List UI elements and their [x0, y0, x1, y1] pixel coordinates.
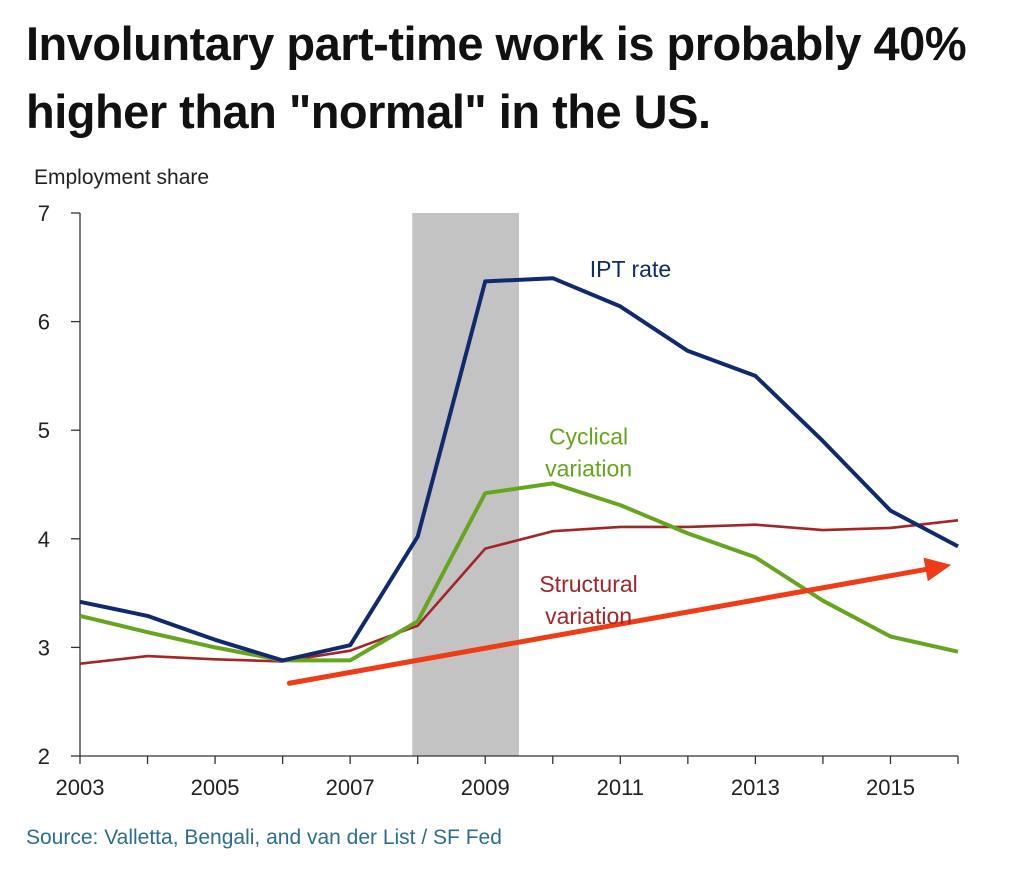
x-tick-label: 2005: [191, 775, 240, 800]
ipt-rate-label: IPT rate: [590, 256, 671, 282]
cyclical-variation-label-line: Cyclical: [549, 423, 628, 449]
structural-variation-label-line: Structural: [539, 571, 637, 597]
x-tick-label: 2003: [56, 775, 105, 800]
source-note: Source: Valletta, Bengali, and van der L…: [26, 826, 502, 849]
ipt-rate-line: [79, 276, 959, 663]
x-tick-label: 2011: [597, 775, 644, 800]
cyclical-variation-label-line: variation: [545, 455, 632, 481]
trend-arrow-head: [923, 557, 952, 582]
recession-shading: [412, 213, 519, 756]
trend-arrow-shaft: [286, 566, 929, 686]
x-tick-label: 2007: [326, 775, 375, 800]
y-tick-label: 4: [38, 527, 50, 552]
x-tick-label: 2015: [866, 775, 915, 800]
structural-variation-label-line: variation: [545, 603, 632, 629]
y-tick-label: 2: [38, 744, 50, 769]
structural-variation-label: Structural variation: [539, 571, 637, 629]
x-tick-label: 2013: [731, 775, 780, 800]
cyclical-variation-line: [79, 481, 959, 663]
ipt-rate-label-line: IPT rate: [590, 256, 671, 282]
chart-title: Involuntary part-time work is probably 4…: [26, 17, 967, 138]
cyclical-variation-label: Cyclical variation: [545, 423, 632, 481]
y-axis-label: Employment share: [34, 166, 209, 189]
y-tick-label: 6: [38, 310, 50, 335]
x-tick-label: 2009: [461, 775, 510, 800]
y-tick-label: 3: [38, 635, 50, 660]
y-tick-label: 7: [38, 201, 50, 226]
y-tick-label: 5: [38, 418, 50, 443]
structural-variation-line: [79, 519, 959, 665]
